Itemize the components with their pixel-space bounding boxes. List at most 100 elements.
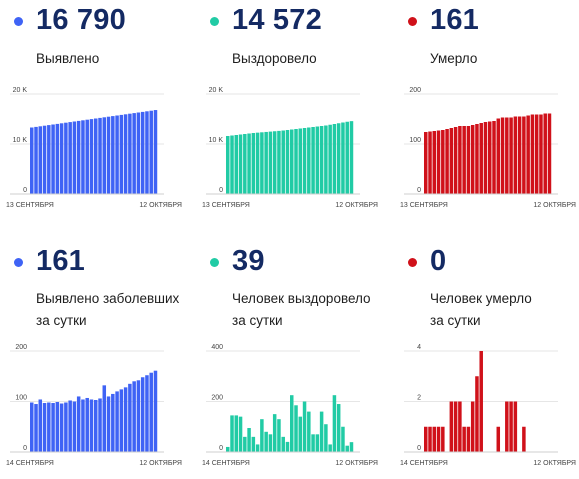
x-end-label: 12 ОКТЯБРЯ: [335, 460, 378, 467]
series-dot: [14, 258, 23, 267]
bar: [436, 426, 441, 452]
bar: [298, 128, 303, 194]
bar: [281, 130, 285, 194]
bar: [341, 122, 345, 194]
bar: [505, 117, 509, 194]
bar: [285, 441, 290, 452]
bar: [98, 398, 102, 452]
bar: [94, 118, 98, 194]
bar: [332, 124, 337, 194]
bar: [140, 111, 145, 194]
bar: [496, 426, 501, 452]
panel-recovered: 14 572 Выздоровело 0 10 K 20 K 13 СЕНТЯБРЯ 1…: [196, 0, 389, 238]
bar: [302, 128, 307, 194]
y-tick-label: 100: [409, 137, 421, 144]
bar: [243, 436, 247, 452]
bar: [153, 370, 158, 452]
bar: [470, 401, 475, 452]
bar: [38, 126, 43, 194]
x-end-label: 12 ОКТЯБРЯ: [533, 202, 576, 209]
bar: [102, 385, 107, 452]
bar: [345, 445, 349, 452]
bar: [492, 121, 496, 194]
bar: [475, 376, 479, 452]
bar: [247, 133, 251, 194]
panel-daily-deaths: 0 Человек умерло за сутки 0 2 4 14 СЕНТЯБРЯ…: [394, 241, 579, 479]
bar: [441, 426, 445, 452]
bar: [453, 127, 458, 194]
bar: [255, 444, 260, 452]
bar: [432, 426, 437, 452]
y-tick-label: 4: [417, 344, 421, 351]
bar: [496, 118, 501, 194]
bar: [483, 122, 488, 194]
bar: [436, 130, 441, 194]
bar: [534, 114, 539, 194]
series-dot: [210, 17, 219, 26]
series-dot: [14, 17, 23, 26]
bar: [509, 401, 513, 452]
y-tick-label: 2: [417, 395, 421, 402]
bar: [424, 132, 428, 194]
bar: [324, 424, 328, 452]
bar: [123, 387, 128, 452]
bar: [307, 411, 311, 452]
bar: [458, 126, 462, 194]
bar: [59, 123, 64, 194]
bar: [453, 401, 458, 452]
bar: [230, 415, 234, 452]
series-dot: [408, 17, 417, 26]
bar: [34, 404, 38, 452]
bar: [30, 402, 34, 452]
bar: [85, 119, 89, 194]
bar: [260, 419, 264, 452]
bar: [102, 117, 107, 194]
deaths-total-value: 161: [430, 4, 479, 36]
bar: [243, 134, 247, 194]
y-tick-label: 0: [219, 187, 223, 194]
bar: [290, 395, 294, 452]
y-tick-label: 200: [15, 344, 27, 351]
bar: [272, 131, 277, 194]
bar: [336, 404, 341, 452]
bar: [132, 113, 136, 194]
bar: [251, 133, 256, 194]
bar: [81, 399, 85, 452]
bar: [149, 372, 153, 452]
x-start-label: 14 СЕНТЯБРЯ: [400, 460, 448, 467]
bar: [128, 383, 132, 452]
x-start-label: 13 СЕНТЯБРЯ: [400, 202, 448, 209]
y-tick-label: 0: [417, 187, 421, 194]
bar: [462, 426, 466, 452]
bar: [238, 416, 243, 452]
bar: [260, 132, 264, 194]
bar: [277, 419, 281, 452]
bar: [488, 121, 492, 194]
bar: [68, 400, 72, 452]
bar: [328, 444, 332, 452]
x-start-label: 13 СЕНТЯБРЯ: [202, 202, 250, 209]
daily-detected-value: 161: [36, 245, 85, 277]
x-start-label: 13 СЕНТЯБРЯ: [6, 202, 54, 209]
panel-daily-recovered: 39 Человек выздоровело за сутки 0 200 400 1…: [196, 241, 389, 479]
daily-recovered-chart: 0 200 400 14 СЕНТЯБРЯ 12 ОКТЯБРЯ: [202, 344, 378, 467]
x-end-label: 12 ОКТЯБРЯ: [335, 202, 378, 209]
y-tick-label: 0: [23, 445, 27, 452]
y-tick-label: 20 K: [13, 87, 28, 94]
recovered-chart: 0 10 K 20 K 13 СЕНТЯБРЯ 12 ОКТЯБРЯ: [202, 87, 378, 209]
deaths-label: Умерло: [430, 51, 478, 66]
bar: [72, 121, 77, 194]
x-end-label: 12 ОКТЯБРЯ: [533, 460, 576, 467]
bar: [315, 434, 320, 452]
bar: [136, 380, 141, 452]
y-tick-label: 400: [211, 344, 223, 351]
bar: [530, 114, 535, 194]
daily-deaths-label-line1: Человек умерло: [430, 291, 532, 306]
bar: [315, 126, 320, 194]
bar: [466, 126, 471, 194]
bar: [30, 127, 34, 194]
daily-detected-chart: 0 100 200 14 СЕНТЯБРЯ 12 ОКТЯБРЯ: [6, 344, 182, 467]
daily-recovered-value: 39: [232, 245, 265, 277]
y-tick-label: 0: [219, 445, 223, 452]
bar: [264, 431, 268, 452]
